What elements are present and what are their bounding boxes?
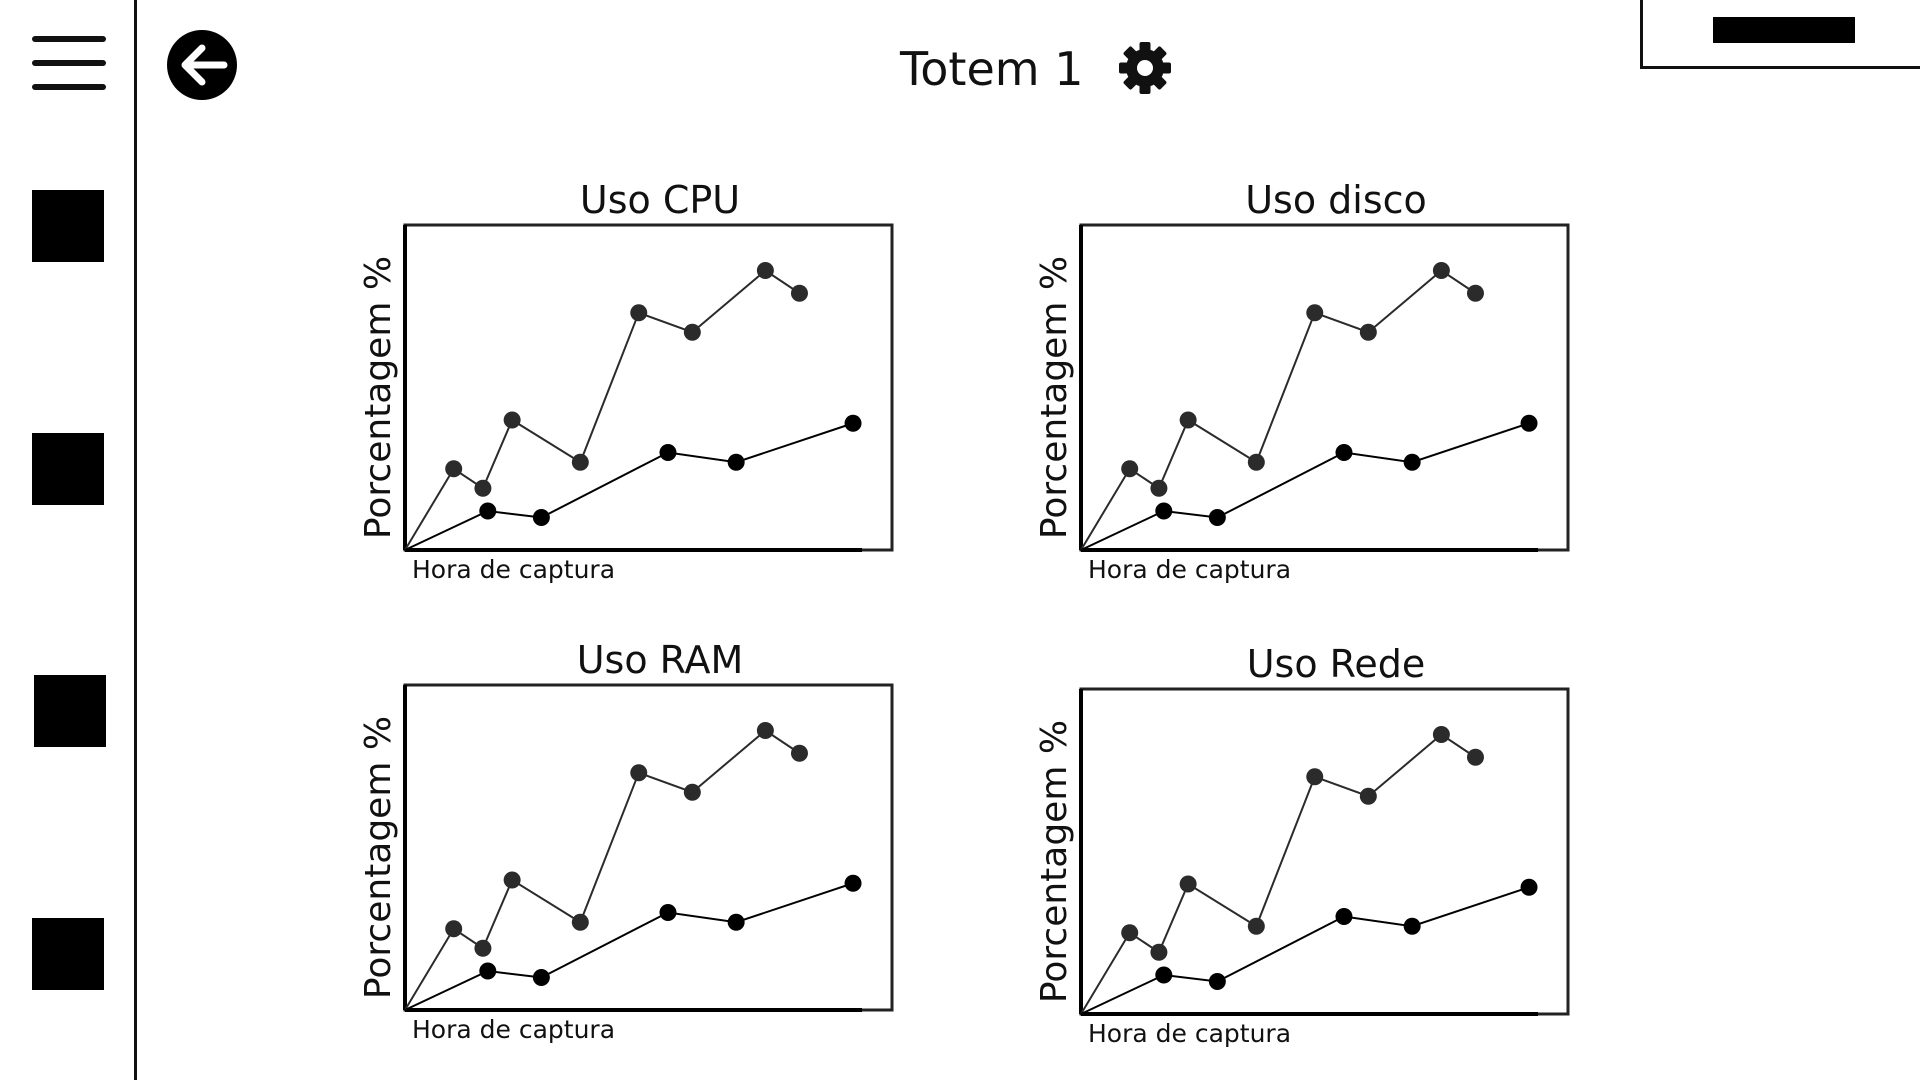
x-axis-label: Hora de captura: [412, 555, 615, 584]
data-point: [479, 502, 497, 520]
sidebar-item-2[interactable]: [32, 433, 104, 505]
data-point: [1247, 917, 1265, 935]
chart-cpu-plot: Porcentagem % Hora de captura: [360, 223, 894, 584]
plot-frame: [403, 683, 894, 1012]
data-point: [727, 453, 745, 471]
series-line-1: [1080, 269, 1477, 551]
data-point: [1520, 878, 1538, 896]
x-axis-label: Hora de captura: [412, 1015, 615, 1044]
plot-frame: [1079, 223, 1570, 552]
data-point: [790, 284, 808, 302]
data-point: [1432, 726, 1450, 743]
sidebar-divider: [134, 0, 137, 1080]
chart-network: Uso Rede Porcentagem % Hora de captura: [1036, 642, 1636, 1048]
series-line-2: [404, 422, 854, 551]
data-point: [532, 969, 550, 986]
chart-ram-plot: Porcentagem % Hora de captura: [360, 683, 894, 1044]
back-arrow-icon: [167, 30, 237, 100]
sidebar-item-1[interactable]: [32, 190, 104, 262]
data-point: [445, 920, 463, 938]
chart-title: Uso CPU: [579, 178, 741, 222]
y-axis-label: Porcentagem %: [1036, 256, 1075, 539]
data-point: [1403, 453, 1421, 471]
data-point: [1306, 304, 1324, 322]
data-point: [1208, 509, 1226, 526]
data-point: [683, 783, 701, 801]
data-point: [1403, 917, 1421, 935]
data-point: [844, 414, 862, 432]
data-point: [727, 913, 745, 931]
chart-disk-plot: Porcentagem % Hora de captura: [1036, 223, 1570, 584]
x-axis-label: Hora de captura: [1088, 1019, 1291, 1048]
data-point: [1121, 460, 1139, 478]
sidebar: [0, 0, 138, 1080]
data-point: [1155, 502, 1173, 520]
hamburger-menu-icon[interactable]: [32, 34, 106, 92]
sidebar-item-4[interactable]: [32, 918, 104, 990]
data-point: [1466, 748, 1484, 766]
data-point: [571, 913, 589, 931]
top-right-panel: [1640, 0, 1920, 69]
data-point: [1335, 908, 1353, 925]
data-point: [474, 939, 492, 957]
plot-frame: [403, 223, 894, 552]
sidebar-item-3[interactable]: [34, 675, 106, 747]
series-line-1: [404, 269, 801, 551]
data-point: [1359, 323, 1377, 341]
data-point: [1247, 453, 1265, 471]
data-point: [1208, 973, 1226, 990]
data-point: [1155, 966, 1173, 984]
y-axis-label: Porcentagem %: [360, 716, 399, 999]
data-point: [474, 479, 492, 497]
data-point: [1466, 284, 1484, 302]
page-title: Totem 1: [900, 42, 1084, 96]
data-point: [1432, 262, 1450, 279]
back-button[interactable]: [166, 29, 238, 101]
y-axis-label: Porcentagem %: [1036, 720, 1075, 1003]
plot-frame: [1079, 687, 1570, 1016]
data-point: [1150, 943, 1168, 961]
data-point: [1520, 414, 1538, 432]
series-line-2: [1080, 886, 1530, 1015]
data-point: [1359, 787, 1377, 805]
data-point: [571, 453, 589, 471]
data-point: [479, 962, 497, 980]
data-point: [756, 722, 774, 739]
data-point: [1121, 924, 1139, 942]
y-axis-label: Porcentagem %: [360, 256, 399, 539]
chart-disk: Uso disco Porcentagem % Hora de captura: [1036, 178, 1636, 584]
data-point: [683, 323, 701, 341]
data-point: [756, 262, 774, 279]
data-point: [659, 444, 677, 461]
data-point: [1179, 411, 1197, 429]
gear-icon: [1119, 42, 1171, 94]
series-line-2: [1080, 422, 1530, 551]
data-point: [503, 871, 521, 889]
data-point: [1306, 768, 1324, 786]
settings-button[interactable]: [1117, 40, 1173, 96]
series-line-2: [404, 882, 854, 1011]
data-point: [790, 744, 808, 762]
data-point: [844, 874, 862, 892]
top-right-bar[interactable]: [1713, 17, 1855, 43]
series-line-1: [1080, 733, 1477, 1015]
chart-cpu: Uso CPU Porcentagem % Hora de captura: [360, 178, 960, 584]
chart-title: Uso RAM: [576, 638, 744, 682]
chart-ram: Uso RAM Porcentagem % Hora de captura: [360, 638, 960, 1044]
chart-network-plot: Porcentagem % Hora de captura: [1036, 687, 1570, 1048]
chart-title: Uso Rede: [1246, 642, 1426, 686]
series-line-1: [404, 729, 801, 1011]
data-point: [1335, 444, 1353, 461]
data-point: [1179, 875, 1197, 893]
data-point: [659, 904, 677, 921]
data-point: [630, 764, 648, 782]
chart-title: Uso disco: [1245, 178, 1427, 222]
data-point: [532, 509, 550, 526]
data-point: [630, 304, 648, 322]
data-point: [445, 460, 463, 478]
data-point: [503, 411, 521, 429]
x-axis-label: Hora de captura: [1088, 555, 1291, 584]
data-point: [1150, 479, 1168, 497]
